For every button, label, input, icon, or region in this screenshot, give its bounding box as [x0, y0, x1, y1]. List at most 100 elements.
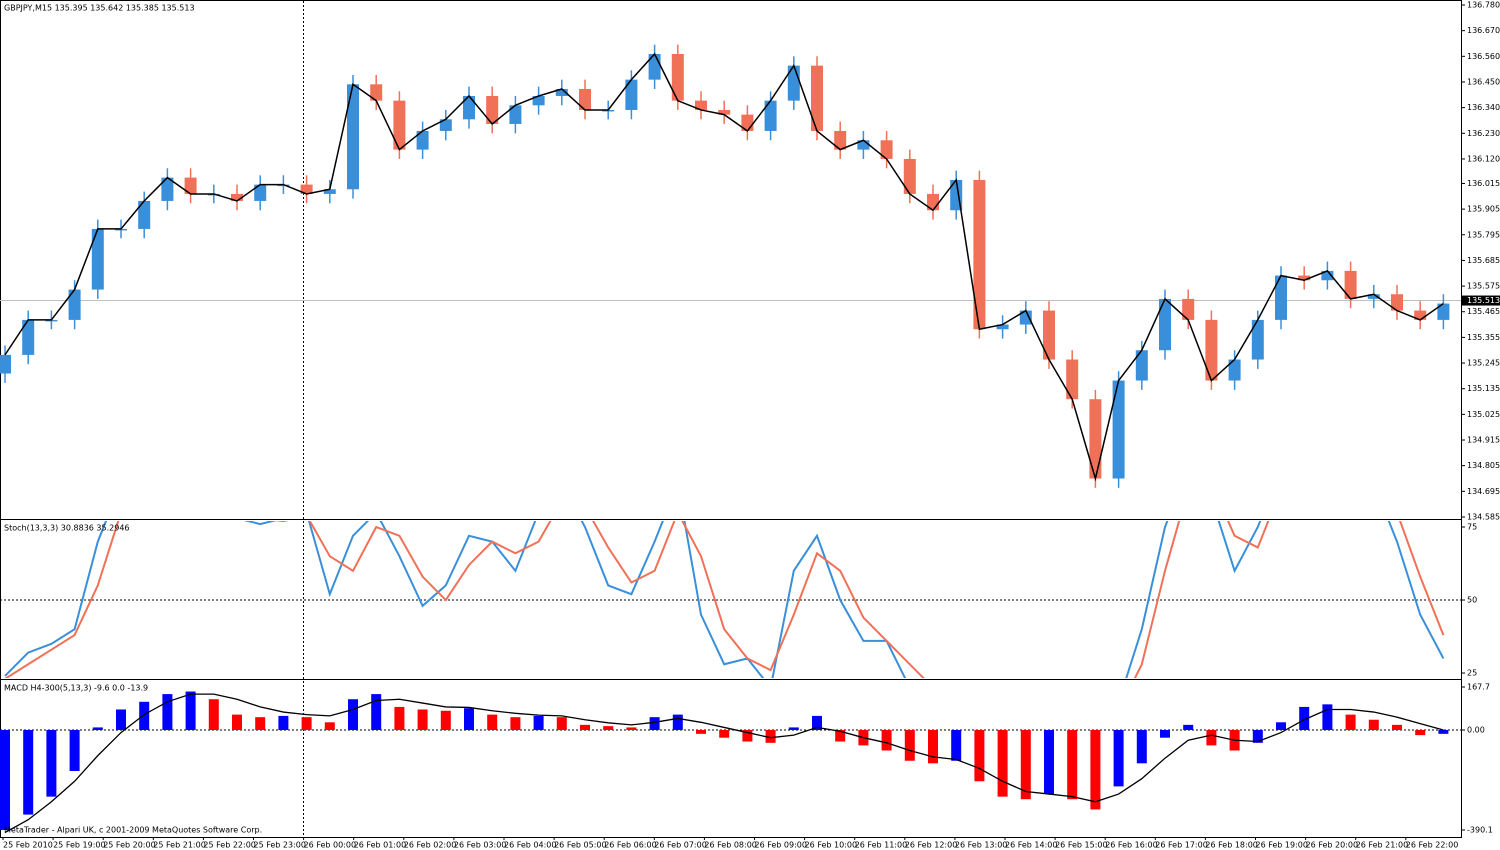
candle-body: [1437, 303, 1450, 320]
y-tick-label: 135.025: [1467, 410, 1500, 419]
macd-bar: [487, 714, 498, 730]
macd-bar: [1160, 729, 1170, 738]
macd-bar: [23, 729, 34, 815]
candle-body: [718, 109, 731, 115]
candle-body: [138, 200, 151, 229]
stoch-line: [4, 521, 1445, 678]
candle-body: [161, 177, 174, 201]
macd-bar: [997, 729, 1008, 797]
macd-bar: [139, 701, 150, 730]
macd-bar: [904, 729, 915, 761]
macd-bar: [881, 729, 892, 751]
candle-body: [903, 158, 916, 194]
y-tick-label: 136.780: [1467, 1, 1500, 10]
candle-body: [1182, 298, 1195, 320]
x-tick-label: 26 Feb 04:00: [504, 841, 556, 850]
candle-body: [91, 228, 104, 290]
candle-body: [1205, 319, 1218, 381]
macd-bar: [580, 724, 590, 730]
macd-bar: [440, 710, 451, 730]
candle-body: [300, 184, 313, 194]
macd-bar: [1090, 729, 1101, 810]
x-tick-label: 26 Feb 12:00: [905, 841, 957, 850]
x-tick-label: 26 Feb 13:00: [955, 841, 1007, 850]
macd-bar: [1322, 704, 1333, 730]
macd-plot: [0, 691, 1461, 834]
x-tick-label: 26 Feb 02:00: [404, 841, 456, 850]
frame: [0, 0, 1462, 838]
macd-bar: [951, 729, 962, 761]
candle-body: [1414, 310, 1427, 320]
macd-bar: [788, 727, 799, 730]
macd-bar: [1020, 729, 1031, 800]
y-tick-label: 135.245: [1467, 359, 1500, 368]
x-tick-label: 26 Feb 10:00: [805, 841, 857, 850]
candle-body: [486, 95, 499, 124]
candle-body: [857, 140, 870, 150]
y-tick-label: 136.560: [1467, 52, 1500, 61]
macd-bar: [116, 709, 126, 730]
macd-bar: [46, 729, 57, 797]
x-tick-label: 25 Feb 19:00: [53, 841, 105, 850]
candle-body: [1298, 275, 1311, 281]
y-tick-label: 136.230: [1467, 129, 1500, 138]
candle-body: [463, 95, 475, 120]
macd-bar: [348, 699, 358, 730]
candle-body: [254, 184, 267, 201]
candle-body: [231, 193, 243, 201]
macd-bar: [649, 717, 660, 730]
x-tick-label: 25 Feb 20:00: [103, 841, 155, 850]
candle-body: [764, 100, 777, 131]
macd-bar: [1438, 729, 1449, 734]
macd-bar: [510, 717, 521, 730]
candle-body: [834, 130, 847, 150]
candle-body: [1275, 275, 1287, 320]
y-tick-label: 135.465: [1467, 307, 1500, 316]
y-tick-label: 136.120: [1467, 154, 1500, 163]
y-tick-label: 167.7: [1467, 683, 1490, 692]
macd-bar: [232, 714, 242, 730]
x-tick-label: 26 Feb 21:00: [1356, 841, 1408, 850]
y-tick-label: 136.015: [1467, 179, 1500, 188]
macd-bar: [556, 717, 567, 730]
x-tick-label: 26 Feb 09:00: [755, 841, 807, 850]
x-tick-label: 26 Feb 07:00: [654, 841, 706, 850]
candle-body: [22, 319, 35, 355]
macd-bar: [301, 717, 312, 730]
x-tick-label: 26 Feb 00:00: [304, 841, 356, 850]
candle-body: [695, 100, 707, 110]
macd-bar: [324, 722, 335, 730]
macd-bar: [812, 715, 822, 730]
macd-bar: [603, 726, 614, 730]
y-tick-label: 0.00: [1467, 725, 1485, 734]
x-tick-label: 25 Feb 23:00: [254, 841, 306, 850]
macd-bar: [1206, 729, 1217, 746]
current-price-box: [1462, 295, 1500, 306]
candle-body: [323, 189, 336, 194]
candle-body: [1367, 294, 1380, 299]
y-tick-label: 136.450: [1467, 77, 1500, 86]
y-tick-label: 135.575: [1467, 282, 1500, 291]
candle-body: [68, 289, 81, 320]
macd-bar: [278, 715, 289, 730]
x-tick-label: 26 Feb 17:00: [1155, 841, 1207, 850]
y-tick-label: 75: [1467, 523, 1477, 532]
x-tick-label: 25 Feb 22:00: [203, 841, 255, 850]
candle-body: [1135, 350, 1148, 381]
x-tick-label: 26 Feb 16:00: [1105, 841, 1157, 850]
macd-bar: [1392, 724, 1402, 730]
current-price-label: 135.513: [1467, 296, 1500, 305]
candle-body: [1089, 399, 1102, 479]
candle-body: [1019, 310, 1032, 325]
macd-bar: [533, 715, 544, 730]
candle-body: [1321, 270, 1334, 281]
candle-body: [1112, 380, 1125, 479]
macd-bar: [835, 729, 846, 742]
close-line: [4, 52, 1444, 482]
footer: MetaTrader - Alpari UK, c 2001-2009 Meta…: [4, 826, 262, 835]
macd-bar: [974, 729, 985, 782]
y-tick-label: 134.585: [1467, 513, 1500, 522]
y-tick-label: 136.670: [1467, 26, 1500, 35]
x-tick-label: 26 Feb 19:00: [1256, 841, 1308, 850]
